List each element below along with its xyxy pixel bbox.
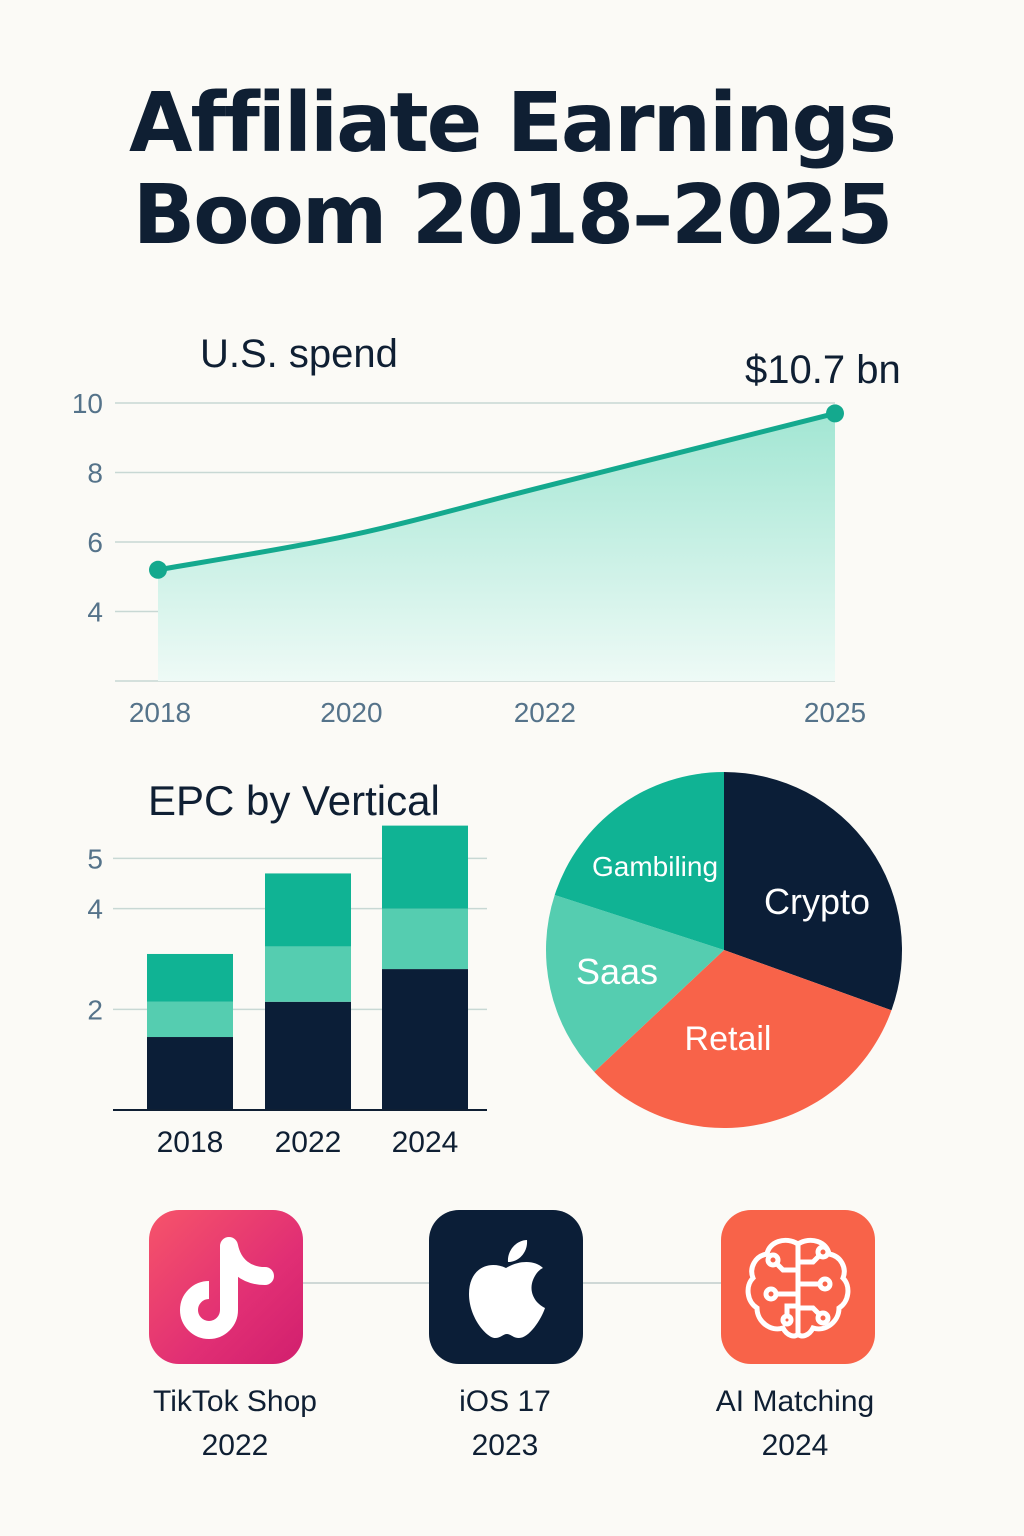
title-line-2: Boom 2018–2025 [132,168,894,263]
pie-slice [546,894,724,1072]
milestone-year: 2022 [201,1429,269,1462]
bar-segment [265,873,351,947]
tiktok-badge [149,1210,303,1364]
ai-badge [721,1210,875,1364]
pie-slice-label: Saas [576,951,658,992]
us-spend-chart: U.S. spend $10.7 bn 4 6 8 10 2018 2020 2022 202… [72,332,901,728]
pie-slice [594,950,892,1128]
y-tick-label: 4 [87,894,103,925]
end-value-label: $10.7 bn [745,348,901,392]
tiktok-icon [180,1237,274,1339]
x-tick-label: 2022 [514,697,576,728]
bar-segment [382,825,468,909]
apple-icon [469,1240,545,1338]
milestone-ios: iOS 17 2023 [375,1380,635,1468]
milestone-year: 2023 [471,1429,539,1462]
data-point [826,404,844,423]
bar-segment [265,1001,351,1110]
x-tick-label: 2024 [392,1126,459,1159]
y-tick-label: 5 [87,843,103,874]
timeline-connector-2 [581,1282,722,1284]
x-tick-label: 2020 [320,697,382,728]
bar-segment [382,908,468,970]
pie-slice [724,772,902,1011]
y-tick-label: 10 [72,388,103,419]
milestone-ai: AI Matching 2024 [665,1380,925,1468]
x-tick-label: 2025 [804,697,866,728]
vertical-share-pie: Crypto Retail Saas Gambiling [546,772,902,1128]
milestone-year: 2024 [761,1429,829,1462]
milestone-name: iOS 17 [459,1385,551,1418]
pie-slice [554,772,724,950]
data-point [149,560,167,579]
ai-brain-icon [745,1237,851,1339]
milestone-tiktok: TikTok Shop 2022 [105,1380,365,1468]
area-fill [158,413,835,681]
x-tick-label: 2018 [129,697,191,728]
title-line-1: Affiliate Earnings [129,76,897,171]
spend-line [155,410,838,573]
x-tick-label: 2018 [157,1126,224,1159]
y-tick-label: 4 [87,597,103,628]
bar-segment [265,946,351,1002]
pie-slice-label: Retail [685,1020,772,1058]
pie-slice-label: Crypto [764,881,870,922]
y-tick-label: 2 [87,994,103,1025]
milestone-name: AI Matching [715,1385,875,1418]
epc-by-vertical-chart: EPC by Vertical 2 4 5 2018 2022 2024 [87,777,487,1159]
pie-slice-label: Gambiling [592,851,718,882]
bar-segment [147,953,233,1002]
x-tick-label: 2022 [275,1126,342,1159]
timeline-connector-1 [303,1282,429,1284]
bar-segment [147,1001,233,1038]
bar-segment [147,1037,233,1110]
bar-segment [382,969,468,1110]
us-spend-title: U.S. spend [200,332,398,376]
page-title: Affiliate Earnings Boom 2018–2025 [0,78,1024,262]
epc-title: EPC by Vertical [148,777,440,824]
ios-badge [429,1210,583,1364]
y-tick-label: 6 [87,527,103,558]
y-tick-label: 8 [87,458,103,489]
milestone-name: TikTok Shop [153,1385,317,1418]
